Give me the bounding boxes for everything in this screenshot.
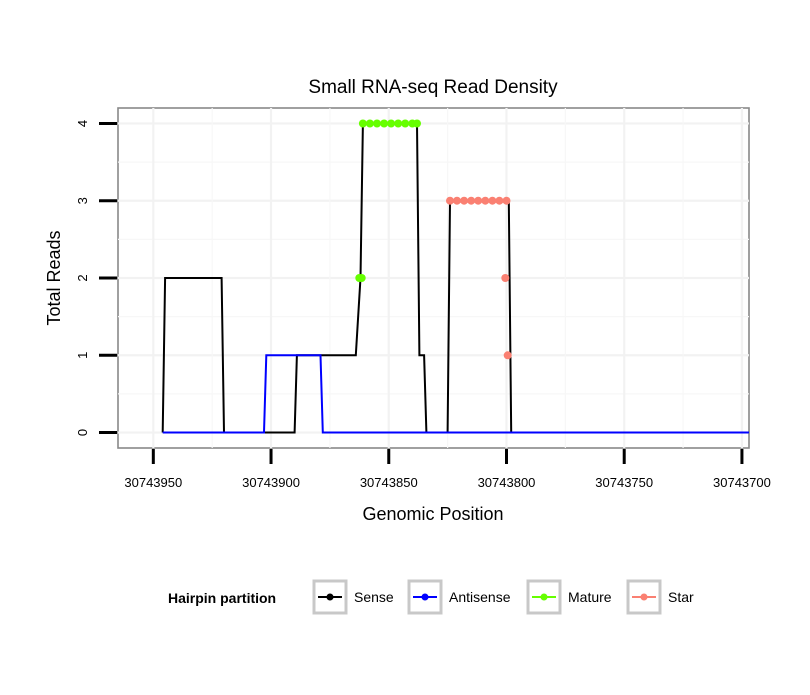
data-point-star — [488, 196, 497, 205]
y-tick-label: 3 — [75, 197, 90, 204]
legend-label-antisense: Antisense — [449, 589, 511, 605]
data-point-star — [501, 274, 510, 282]
data-point-star — [474, 196, 483, 205]
y-axis: 0 1 2 3 4 — [75, 120, 117, 436]
legend: Hairpin partition Sense Antisense Mature St… — [168, 579, 694, 615]
y-tick-label: 0 — [75, 429, 90, 436]
x-axis: 30743950 30743900 30743850 30743800 30743750… — [124, 449, 771, 490]
legend-title: Hairpin partition — [168, 590, 276, 606]
legend-key-dot — [421, 593, 429, 601]
y-axis-title: Total Reads — [44, 230, 64, 325]
legend-label-mature: Mature — [568, 589, 612, 605]
data-point-star — [453, 196, 461, 205]
data-point-star — [460, 196, 469, 205]
x-tick-label: 30743850 — [360, 475, 418, 490]
legend-key-dot — [540, 593, 548, 601]
x-tick-label: 30743900 — [242, 475, 300, 490]
legend-label-star: Star — [668, 589, 694, 605]
y-tick-label: 1 — [75, 352, 90, 359]
series-layer — [161, 119, 749, 434]
data-point-star — [495, 196, 504, 205]
y-tick-label: 2 — [75, 274, 90, 281]
x-tick-label: 30743800 — [478, 475, 536, 490]
data-point-mature — [357, 274, 366, 282]
data-point-star — [481, 196, 490, 205]
legend-label-sense: Sense — [354, 589, 394, 605]
data-point-mature — [401, 119, 410, 128]
y-tick-label: 4 — [75, 120, 90, 127]
x-axis-title: Genomic Position — [362, 504, 503, 524]
data-point-star — [446, 196, 454, 205]
data-point-mature — [387, 119, 396, 128]
legend-key-dot — [640, 593, 648, 601]
x-tick-label: 30743950 — [124, 475, 182, 490]
chart-title: Small RNA-seq Read Density — [308, 77, 558, 98]
data-point-mature — [413, 119, 421, 128]
legend-key-dot — [326, 593, 334, 601]
data-point-mature — [373, 119, 381, 128]
data-point-star — [467, 196, 476, 205]
data-point-star — [503, 351, 512, 360]
data-point-mature — [365, 119, 374, 128]
data-point-mature — [380, 119, 389, 128]
x-tick-label: 30743700 — [713, 475, 771, 490]
x-tick-label: 30743750 — [595, 475, 653, 490]
data-point-mature — [358, 119, 367, 128]
data-point-mature — [394, 119, 403, 128]
series-line-antisense — [162, 354, 749, 434]
data-point-star — [502, 196, 511, 205]
legend-items: Sense Antisense Mature Star — [312, 579, 694, 615]
